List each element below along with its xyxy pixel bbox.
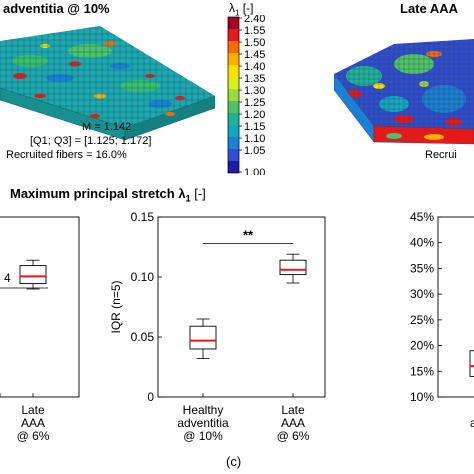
- left-slab-side-face: [124, 95, 215, 141]
- right-stat-recruited: Recrui: [425, 149, 457, 161]
- ytick-label-right-partial-6: 40%: [410, 236, 434, 250]
- colorbar-segment-3: [228, 53, 239, 65]
- colorbar-tick-label-11: 1.05: [244, 145, 265, 157]
- category-label-middle-1-1: AAA: [281, 416, 305, 430]
- right-slab-render: [334, 39, 474, 145]
- colorbar-tick-label-0: 2.40: [244, 15, 265, 25]
- colorbar-tick-label-7: 1.25: [244, 97, 265, 109]
- colorbar-tick-label-4: 1.40: [244, 61, 265, 73]
- axes-frame-right-partial: [437, 216, 474, 398]
- category-label-left-partial-1-0: Late: [21, 403, 45, 417]
- ylabel-middle: IQR (n=5): [109, 280, 123, 333]
- ytick-label-right-partial-2: 20%: [410, 339, 434, 353]
- section-title-sub: 1: [185, 193, 191, 204]
- ytick-label-middle-1: 0.05: [131, 330, 155, 344]
- stat-recruited: Recruited fibers = 16.0%: [6, 149, 127, 161]
- right-slab-title: Late AAA: [400, 1, 459, 16]
- section-title: Maximum principal stretch λ1 [-]: [10, 186, 206, 204]
- colorbar-segment-0: [228, 17, 239, 29]
- box-left-partial-0: [19, 259, 47, 290]
- colorbar-label-sub: 1: [235, 8, 240, 18]
- box-iqr: [189, 325, 217, 350]
- colorbar-tick-label-8: 1.20: [244, 109, 265, 121]
- chart-right-partial: 10%15%20%25%30%35%40%45%Headve@: [410, 210, 474, 430]
- colorbar-segment-2: [228, 41, 239, 53]
- category-label-middle-0-2: @ 10%: [183, 429, 223, 443]
- colorbar-label: λ1 [-]: [229, 1, 253, 17]
- ytick-label-right-partial-4: 30%: [410, 287, 434, 301]
- box-right-partial-0: [469, 350, 474, 377]
- colorbar-tick-label-3: 1.45: [244, 49, 265, 61]
- ytick-label-right-partial-0: 10%: [410, 390, 434, 404]
- category-label-middle-1-2: @ 6%: [277, 429, 310, 443]
- colorbar-segment-9: [228, 125, 239, 137]
- colorbar: 2.401.551.501.451.401.351.301.251.201.15…: [227, 15, 265, 175]
- ytick-label-middle-3: 0.15: [131, 210, 155, 224]
- colorbar-segment-12: [228, 161, 239, 173]
- ytick-label-middle-2: 0.10: [131, 270, 155, 284]
- annotation-label: 4: [4, 271, 11, 285]
- colorbar-segment-11: [228, 149, 239, 161]
- colorbar-frame: [227, 16, 240, 174]
- ytick-label-right-partial-1: 15%: [410, 364, 434, 378]
- colorbar-tick-label-5: 1.35: [244, 73, 265, 85]
- ytick-label-middle-0: 0: [147, 390, 154, 404]
- colorbar-segment-1: [228, 29, 239, 41]
- ytick-label-right-partial-3: 25%: [410, 313, 434, 327]
- ytick-label-right-partial-5: 35%: [410, 261, 434, 275]
- colorbar-tick-label-9: 1.15: [244, 121, 265, 133]
- significance-label: **: [243, 227, 254, 242]
- category-label-middle-1-0: Late: [281, 403, 305, 417]
- colorbar-tick-label-6: 1.30: [244, 85, 265, 97]
- colorbar-segment-5: [228, 77, 239, 89]
- category-label-right-partial-0-1: adve: [470, 416, 474, 430]
- ytick-label-right-partial-7: 45%: [410, 210, 434, 224]
- colorbar-segment-4: [228, 65, 239, 77]
- colorbar-tick-label-12: 1.00: [244, 167, 265, 175]
- box-middle-1: [279, 253, 307, 284]
- section-title-unit: [-]: [194, 186, 206, 201]
- left-slab-title: adventitia @ 10%: [3, 1, 110, 16]
- box-iqr: [279, 259, 307, 276]
- category-label-middle-0-1: adventitia: [177, 416, 229, 430]
- stat-quartiles: [Q1; Q3] = [1.125; 1.172]: [30, 135, 152, 147]
- colorbar-segment-6: [228, 89, 239, 101]
- colorbar-label-unit: [-]: [242, 1, 254, 15]
- axes-frame-left-partial: [0, 216, 80, 398]
- right-slab-bottom-face: [373, 125, 474, 145]
- panel-label: (c): [226, 454, 242, 469]
- colorbar-segment-10: [228, 137, 239, 149]
- category-label-left-partial-1-2: @ 6%: [17, 429, 50, 443]
- colorbar-segment-8: [228, 113, 239, 125]
- box-middle-0: [189, 318, 217, 360]
- colorbar-tick-label-2: 1.50: [244, 37, 265, 49]
- box-iqr: [19, 265, 47, 285]
- left-slab-render: [0, 26, 215, 141]
- category-label-middle-0-0: Healthy: [183, 403, 224, 417]
- box-iqr: [469, 350, 474, 377]
- section-title-text: Maximum principal stretch λ: [10, 186, 186, 201]
- stat-median: M = 1.142: [82, 121, 132, 133]
- colorbar-label-symbol: λ: [229, 1, 235, 15]
- colorbar-tick-label-10: 1.10: [244, 133, 265, 145]
- colorbar-tick-label-1: 1.55: [244, 25, 265, 37]
- colorbar-segment-7: [228, 101, 239, 113]
- axes-frame-middle: [157, 216, 326, 398]
- category-label-left-partial-1-1: AAA: [21, 416, 45, 430]
